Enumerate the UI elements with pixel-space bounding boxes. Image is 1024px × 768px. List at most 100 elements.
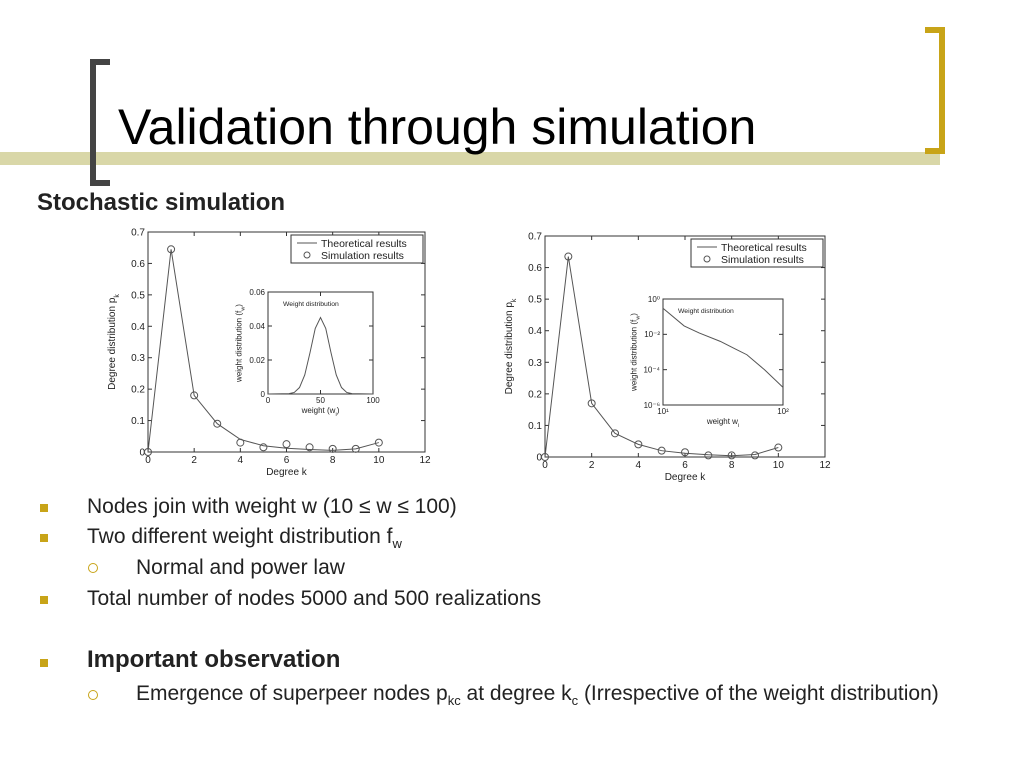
sim-point — [681, 448, 689, 457]
bullet-marker — [40, 534, 48, 542]
bullet-text: Total number of nodes 5000 and 500 reali… — [87, 587, 542, 610]
sim-point — [213, 419, 222, 428]
y-tick-label: 0.5 — [131, 290, 145, 301]
x-tick-label: 0 — [542, 460, 548, 471]
subtitle: Stochastic simulation — [37, 189, 286, 216]
y-tick-label: 10⁻⁴ — [643, 365, 660, 374]
sim-point — [564, 252, 573, 261]
subscript: w — [241, 306, 247, 312]
bullet: Two different weight distribution fw — [87, 525, 402, 556]
label-part: weight distribution (f — [235, 310, 244, 383]
label-part: ) — [235, 304, 244, 307]
bullet-text: Emergence of superpeer nodes p — [136, 682, 448, 705]
y-tick-label: 0.02 — [249, 356, 265, 365]
y-tick-label: 0.4 — [131, 322, 145, 333]
ylabel: weight distribution (fw) — [235, 304, 247, 383]
ylabel: weight distribution (fw) — [630, 313, 642, 392]
sim-point — [351, 444, 360, 453]
sim-point — [704, 451, 713, 460]
subscript: i — [335, 412, 336, 418]
label-part: Degree k — [266, 467, 308, 478]
x-tick-label: 10¹ — [657, 407, 669, 416]
sim-point — [774, 443, 783, 452]
y-tick-label: 10⁻² — [644, 330, 660, 339]
series-line — [662, 307, 784, 388]
y-tick-label: 0.1 — [131, 416, 145, 427]
legend-label: Simulation results — [321, 250, 404, 262]
y-tick-label: 0.06 — [249, 288, 265, 297]
label-part: ) — [337, 406, 340, 415]
sim-point — [167, 245, 176, 254]
y-tick-label: 10⁻⁶ — [644, 401, 660, 410]
legend — [290, 234, 424, 264]
ylabel: Degree distribution pk — [107, 294, 121, 390]
x-tick-label: 8 — [330, 455, 336, 466]
ylabel: Degree distribution pk — [504, 298, 518, 394]
x-tick-label: 2 — [191, 455, 197, 466]
xlabel: weight (wi) — [301, 406, 340, 418]
series-line — [147, 249, 379, 453]
sim-point — [587, 399, 596, 408]
x-tick-label: 4 — [238, 455, 244, 466]
bullet: Nodes join with weight w (10 ≤ w ≤ 100) — [87, 495, 457, 519]
sim-point — [305, 443, 314, 452]
x-tick-label: 6 — [682, 460, 688, 471]
x-tick-label: 2 — [589, 460, 595, 471]
y-tick-label: 0.1 — [528, 421, 542, 432]
y-tick-label: 0.4 — [528, 326, 542, 337]
inset-title: Weight distribution — [678, 308, 734, 315]
slide-title: Validation through simulation — [118, 99, 757, 155]
plot-frame — [662, 298, 784, 406]
xlabel: Degree k — [266, 467, 308, 478]
right-bracket — [925, 27, 945, 154]
subscript: k — [511, 298, 518, 302]
sim-point — [328, 444, 337, 453]
x-tick-label: 6 — [284, 455, 290, 466]
x-tick-label: 12 — [819, 460, 831, 471]
bullet: Normal and power law — [136, 556, 345, 580]
x-tick-label: 12 — [419, 455, 431, 466]
xlabel: weight wi — [706, 417, 739, 429]
bullet-marker — [40, 659, 48, 667]
sim-point — [259, 443, 268, 452]
bullet-marker — [88, 690, 98, 700]
legend-label: Theoretical results — [321, 238, 407, 250]
x-tick-label: 10 — [373, 455, 385, 466]
x-tick-label: 10² — [777, 407, 789, 416]
bullet-marker — [88, 563, 98, 573]
bullet-text: (Irrespective of the weight distribution… — [578, 682, 939, 705]
inset-title: Weight distribution — [283, 301, 339, 308]
bullet: Total number of nodes 5000 and 500 reali… — [87, 587, 541, 611]
sim-point — [541, 453, 549, 461]
sim-point — [236, 438, 245, 447]
x-tick-label: 0 — [145, 455, 151, 466]
sim-point — [657, 446, 666, 455]
sim-point — [634, 440, 643, 449]
legend-swatch — [303, 251, 311, 259]
subscript: c — [571, 693, 579, 709]
bullet: Emergence of superpeer nodes pkc at degr… — [136, 682, 996, 713]
y-tick-label: 0.04 — [249, 322, 265, 331]
label-part: Degree distribution p — [504, 302, 515, 395]
title-band — [0, 152, 940, 165]
legend — [690, 238, 824, 268]
y-tick-label: 0.6 — [131, 259, 145, 270]
bullet-marker — [40, 504, 48, 512]
y-tick-label: 0.3 — [528, 358, 542, 369]
sim-point — [190, 391, 199, 400]
series-line — [267, 316, 374, 395]
sim-point — [282, 440, 291, 449]
xlabel: Degree k — [665, 472, 707, 483]
x-tick-label: 4 — [636, 460, 642, 471]
y-tick-label: 0.2 — [131, 385, 145, 396]
label-part: weight distribution (f — [630, 319, 639, 392]
y-tick-label: 0.2 — [528, 389, 542, 400]
y-tick-label: 0 — [261, 390, 266, 399]
subscript: i — [738, 423, 739, 429]
x-tick-label: 10 — [773, 460, 785, 471]
y-tick-label: 0 — [536, 453, 542, 464]
series-line — [544, 256, 779, 458]
bullet: Important observation — [87, 648, 340, 672]
